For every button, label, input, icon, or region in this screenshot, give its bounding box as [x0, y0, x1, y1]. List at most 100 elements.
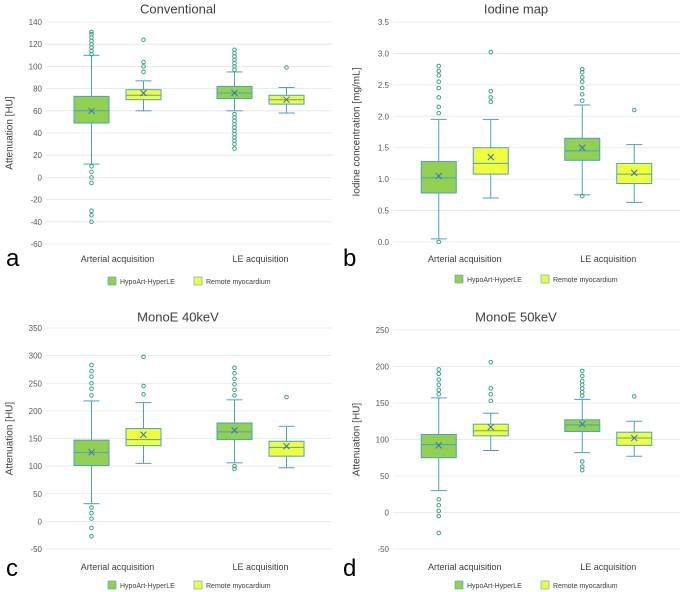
y-tick-label: -50	[377, 545, 389, 554]
outlier-point	[436, 513, 442, 519]
chart-title: Conventional	[140, 1, 216, 16]
outlier-point	[89, 180, 94, 186]
legend: HypoArt-HyperLE Remote myocardium	[454, 274, 618, 284]
category-label: LE acquisition	[580, 562, 636, 572]
outlier-point	[436, 391, 442, 397]
iqr-box	[268, 440, 305, 457]
outlier-point	[89, 386, 94, 392]
box-remote-le	[268, 394, 305, 469]
outlier-point	[436, 367, 442, 372]
outlier-point	[89, 169, 94, 175]
legend-label-hypoart: HypoArt-HyperLE	[120, 583, 175, 590]
legend-swatch-hypoart	[107, 580, 117, 590]
outlier-point	[436, 502, 442, 508]
outlier-point	[488, 386, 494, 391]
outlier-point	[436, 497, 442, 502]
outlier-point	[579, 193, 585, 199]
y-tick-label: 0	[385, 509, 390, 518]
y-tick-label: 150	[376, 399, 390, 408]
outlier-point	[579, 368, 585, 374]
outlier-point	[579, 91, 585, 97]
y-tick-label: 200	[29, 407, 43, 416]
iqr-box	[125, 89, 162, 101]
y-axis-label: Attenuation [HU]	[5, 96, 16, 170]
box-hypoart-arterial	[420, 63, 457, 245]
outlier-point	[436, 239, 442, 245]
y-tick-label: 0.0	[378, 238, 390, 247]
legend-swatch-remote	[540, 274, 550, 284]
y-tick-label: 100	[29, 462, 43, 471]
legend-label-hypoart: HypoArt-HyperLE	[467, 583, 522, 590]
y-tick-label: 0.5	[378, 207, 390, 216]
panel-letter: d	[343, 555, 356, 582]
outlier-point	[579, 373, 585, 379]
mean-marker	[283, 96, 290, 104]
box-remote-arterial	[472, 359, 509, 451]
outlier-point	[89, 533, 94, 539]
outlier-point	[89, 164, 94, 169]
outlier-point	[579, 459, 585, 464]
box-hypoart-arterial	[420, 367, 457, 536]
box-hypoart-arterial	[73, 362, 110, 539]
outlier-point	[232, 463, 237, 469]
box-hypoart-le	[564, 66, 601, 199]
panel-c: MonoE 40keV -50 0 50 100 150 200 250 300 350 Atten…	[5, 309, 332, 590]
outlier-point	[89, 31, 94, 37]
legend-label-remote: Remote myocardium	[206, 279, 271, 286]
y-tick-label: 250	[376, 326, 390, 335]
outlier-point	[436, 73, 442, 78]
outlier-point	[436, 377, 442, 382]
outlier-point	[436, 110, 442, 116]
mean-marker	[283, 442, 290, 450]
outlier-point	[579, 98, 585, 103]
outlier-point	[284, 394, 289, 400]
legend-swatch-remote	[193, 276, 203, 286]
mean-marker	[435, 172, 443, 180]
y-tick-label: 50	[33, 490, 42, 499]
outlier-point	[141, 37, 146, 43]
category-label: Arterial acquisition	[81, 254, 155, 264]
outlier-point	[232, 111, 237, 117]
y-tick-label: 3.5	[378, 18, 390, 27]
y-tick-label: 140	[29, 18, 43, 27]
iqr-box	[472, 423, 509, 437]
iqr-box	[125, 428, 162, 447]
outlier-point	[436, 530, 442, 536]
outlier-point	[488, 391, 494, 397]
mean-marker	[435, 441, 443, 449]
outlier-point	[141, 383, 146, 389]
outlier-point	[579, 66, 585, 72]
outlier-point	[89, 393, 94, 398]
y-tick-label: -60	[30, 240, 42, 249]
chart-title: MonoE 40keV	[137, 309, 219, 324]
outlier-point	[89, 219, 94, 225]
outlier-point	[436, 63, 442, 69]
box-hypoart-le	[564, 368, 601, 473]
box-hypoart-arterial	[73, 29, 110, 225]
outlier-point	[579, 393, 585, 399]
chart-title: Iodine map	[484, 1, 548, 16]
y-tick-label: 3.0	[378, 49, 390, 58]
y-axis-label: Attenuation [HU]	[352, 403, 363, 477]
legend-label-hypoart: HypoArt-HyperLE	[467, 277, 522, 284]
y-tick-label: 100	[29, 62, 43, 71]
outlier-point	[232, 382, 237, 387]
outlier-point	[232, 47, 237, 53]
legend-swatch-remote	[540, 580, 550, 590]
y-tick-label: 20	[33, 151, 42, 160]
y-tick-label: 100	[376, 436, 390, 445]
category-label: Arterial acquisition	[428, 562, 502, 572]
mean-marker	[630, 169, 638, 177]
legend-label-remote: Remote myocardium	[553, 583, 618, 590]
outlier-point	[631, 394, 637, 399]
y-tick-label: 150	[29, 435, 43, 444]
outlier-point	[89, 374, 94, 379]
y-tick-label: 1.5	[378, 144, 390, 153]
y-tick-label: 80	[33, 85, 42, 94]
iqr-box	[216, 422, 253, 441]
mean-marker	[578, 144, 586, 152]
mean-marker	[487, 423, 495, 431]
y-tick-label: 350	[29, 324, 43, 333]
outlier-point	[579, 382, 585, 388]
